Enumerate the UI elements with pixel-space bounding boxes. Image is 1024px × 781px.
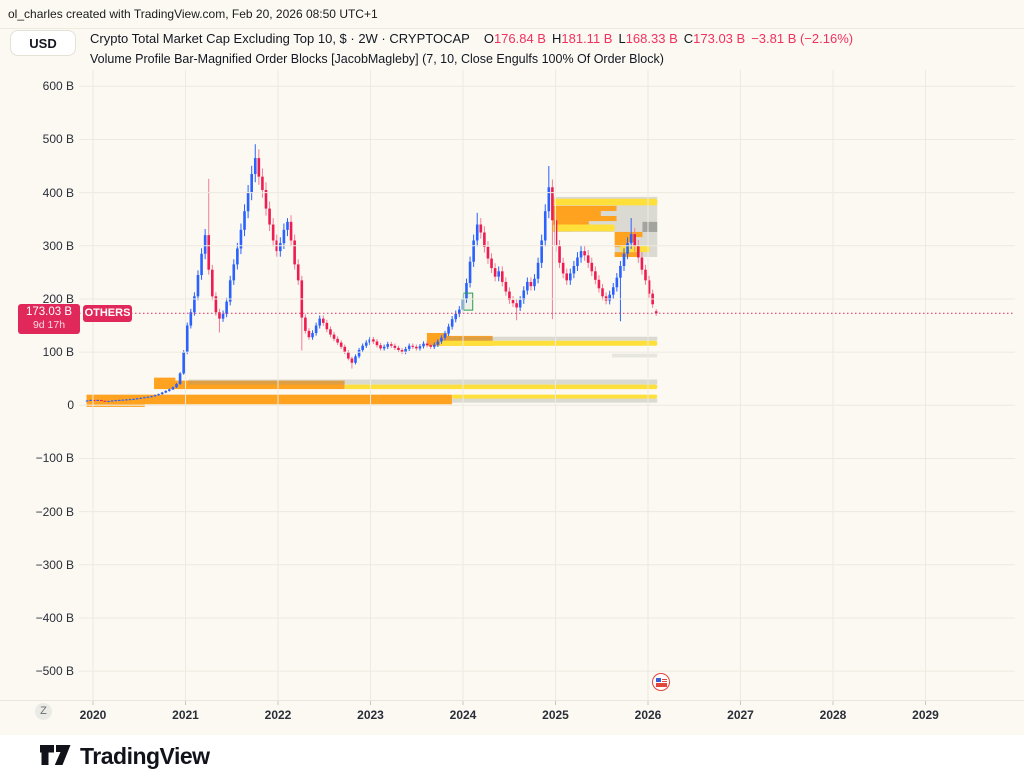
time-scale-label: 2022	[264, 708, 292, 722]
attribution-text: ol_charles created with TradingView.com,…	[8, 7, 378, 21]
indicator-title[interactable]: Volume Profile Bar-Magnified Order Block…	[90, 52, 664, 66]
time-scale-label: 2024	[449, 708, 477, 722]
currency-button[interactable]: USD	[10, 30, 76, 56]
ohlc-key: O	[483, 31, 494, 46]
time-scale-label: 2020	[79, 708, 107, 722]
ohlc-values: O176.84 B H181.11 B L168.33 B C173.03 B	[478, 31, 745, 46]
ohlc-key: L	[618, 31, 626, 46]
change-value: −3.81 B (−2.16%)	[751, 31, 854, 46]
price-scale-label: 100 B	[42, 345, 74, 360]
series-label-badge: OTHERS	[83, 305, 132, 322]
header-divider	[0, 28, 1024, 29]
price-scale-label: 200 B	[42, 291, 74, 306]
brand-row[interactable]: TradingView	[40, 743, 210, 770]
price-scale-label: 300 B	[42, 238, 74, 253]
price-scale-label: 600 B	[42, 79, 74, 94]
tradingview-logo-icon	[40, 745, 71, 765]
footer: TradingView	[0, 735, 1024, 781]
time-scale-label: 2023	[357, 708, 384, 722]
flag-stripe	[656, 685, 667, 687]
event-flag-icon[interactable]	[652, 673, 670, 691]
time-scale-label: 2021	[172, 708, 199, 722]
time-scale-label: 2025	[542, 708, 569, 722]
candlestick-chart[interactable]	[0, 0, 1024, 735]
time-scale-label: 2029	[912, 708, 939, 722]
flag-stripe	[662, 678, 667, 680]
price-badge: 173.03 B 9d 17h	[18, 304, 80, 334]
ohlc-value: 181.11 B	[561, 31, 613, 46]
time-scale-label: 2028	[819, 708, 847, 722]
price-scale-label: 500 B	[42, 132, 74, 147]
ohlc-value: 176.84 B	[493, 31, 546, 46]
timezone-button[interactable]: Z	[35, 703, 52, 720]
ohlc-key: H	[551, 31, 562, 46]
legend: Crypto Total Market Cap Excluding Top 10…	[90, 31, 853, 66]
flag-stripe	[656, 683, 667, 685]
time-axis-divider	[0, 700, 1024, 701]
symbol-title[interactable]: Crypto Total Market Cap Excluding Top 10…	[90, 31, 470, 46]
symbol-title-row: Crypto Total Market Cap Excluding Top 10…	[90, 31, 853, 48]
price-scale-label: −500 B	[35, 664, 74, 679]
flag-stripe	[662, 680, 667, 683]
brand-name: TradingView	[80, 743, 210, 769]
price-scale-label: 0	[67, 398, 74, 413]
ohlc-value: 173.03 B	[693, 31, 746, 46]
ohlc-value: 168.33 B	[625, 31, 678, 46]
price-scale-label: −100 B	[35, 451, 74, 466]
flag-canton	[656, 678, 661, 682]
ohlc-key: C	[683, 31, 694, 46]
chart-background	[0, 0, 1024, 735]
price-scale-label: −200 B	[35, 504, 74, 519]
price-scale-label: −300 B	[35, 557, 74, 572]
time-scale-label: 2026	[634, 708, 662, 722]
time-scale-label: 2027	[727, 708, 754, 722]
price-badge-countdown: 9d 17h	[32, 319, 66, 332]
price-badge-value: 173.03 B	[25, 306, 73, 318]
price-scale-label: 400 B	[42, 185, 74, 200]
price-scale-label: −400 B	[35, 610, 74, 625]
